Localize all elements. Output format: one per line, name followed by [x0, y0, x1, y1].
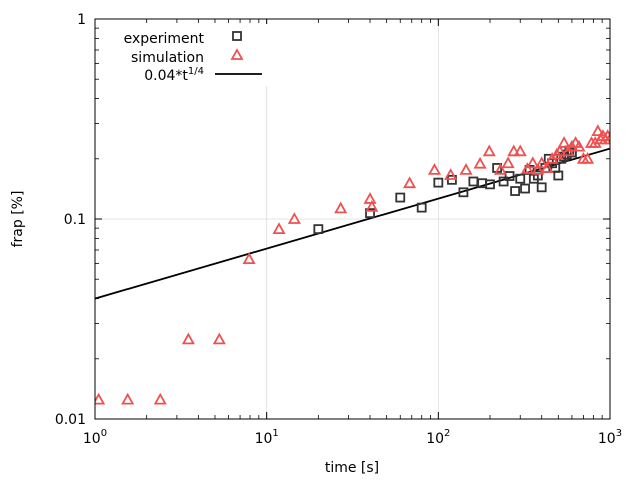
simulation-point: [482, 144, 496, 157]
simulation-point: [427, 163, 442, 175]
experiment-point: [520, 183, 530, 194]
simulation-point: [526, 156, 540, 169]
simulation-point: [540, 161, 554, 173]
x-tick-label: 102: [426, 428, 450, 447]
simulation-point: [535, 156, 549, 169]
x-tick-label-exponent: 1: [272, 428, 278, 439]
x-axis-label: time [s]: [325, 460, 379, 476]
experiment-point: [433, 177, 444, 188]
simulation-point: [181, 332, 195, 345]
simulation-point: [493, 163, 507, 175]
legend-marker-simulation: [230, 48, 244, 60]
simulation-point: [531, 163, 545, 175]
simulation-point: [212, 332, 226, 345]
legend-marker-experiment: [232, 31, 242, 41]
simulation-point: [365, 200, 379, 212]
x-tick-label: 101: [255, 428, 279, 447]
experiment-point: [395, 192, 406, 203]
experiment-point: [515, 173, 526, 184]
simulation-point: [553, 144, 567, 157]
legend: experiment simulation 0.04*t1/4: [100, 24, 270, 86]
experiment-point: [567, 147, 577, 158]
y-tick-label: 0.01: [55, 412, 86, 428]
x-tick-label-exponent: 2: [444, 428, 450, 439]
x-tick-label-exponent: 0: [101, 428, 107, 439]
experiment-point: [313, 224, 324, 235]
x-tick-labels: 100 101 102 103: [83, 428, 622, 447]
experiment-point: [416, 202, 427, 213]
simulation-point: [603, 132, 610, 145]
simulation-point: [459, 163, 473, 175]
data-marks: [95, 124, 610, 405]
simulation-point: [501, 156, 515, 169]
x-tick-label: 103: [598, 428, 622, 447]
simulation-point: [507, 144, 521, 157]
simulation-point: [550, 147, 564, 160]
simulation-point: [272, 222, 286, 235]
x-tick-label-base: 10: [598, 431, 616, 447]
plot-frame: [94, 18, 611, 420]
legend-label-fit-base: 0.04*t: [144, 68, 188, 84]
simulation-point: [591, 124, 605, 137]
simulation-point: [588, 136, 602, 148]
experiment-point: [536, 182, 547, 193]
y-tick-label: 1: [77, 12, 86, 28]
x-tick-label-exponent: 3: [616, 428, 622, 439]
simulation-point: [444, 168, 458, 180]
legend-label-fit: 0.04*t1/4: [144, 66, 204, 84]
x-tick-label: 100: [83, 428, 107, 447]
x-tick-label-base: 10: [83, 431, 101, 447]
y-tick-labels: 0.01 0.1 1: [55, 12, 86, 428]
simulation-point: [572, 139, 586, 152]
legend-label-fit-exponent: 1/4: [188, 66, 204, 77]
simulation-point: [121, 392, 135, 405]
simulation-point: [287, 212, 301, 224]
simulation-point: [473, 156, 487, 169]
experiment-point: [365, 208, 375, 219]
simulation-point: [403, 176, 417, 189]
x-tick-label-base: 10: [426, 431, 444, 447]
experiment-point: [532, 170, 543, 181]
y-tick-label: 0.1: [64, 212, 86, 228]
experiment-point: [485, 179, 495, 190]
simulation-point: [520, 162, 534, 174]
experiment-point: [510, 186, 520, 196]
simulation-point: [557, 136, 571, 148]
simulation-point: [513, 144, 527, 157]
experiment-point: [553, 170, 564, 181]
experiment-point: [458, 187, 469, 198]
simulation-point: [334, 201, 348, 214]
experiment-point: [498, 176, 509, 187]
simulation-point: [363, 192, 377, 204]
y-axis-label: frap [%]: [10, 191, 26, 248]
simulation-point: [95, 392, 106, 405]
legend-label-simulation: simulation: [131, 50, 204, 66]
x-tick-label-base: 10: [255, 431, 273, 447]
simulation-point: [242, 252, 256, 265]
legend-label-experiment: experiment: [124, 31, 205, 47]
simulation-point: [581, 151, 595, 164]
experiment-point: [504, 171, 515, 181]
simulation-point: [153, 392, 167, 405]
